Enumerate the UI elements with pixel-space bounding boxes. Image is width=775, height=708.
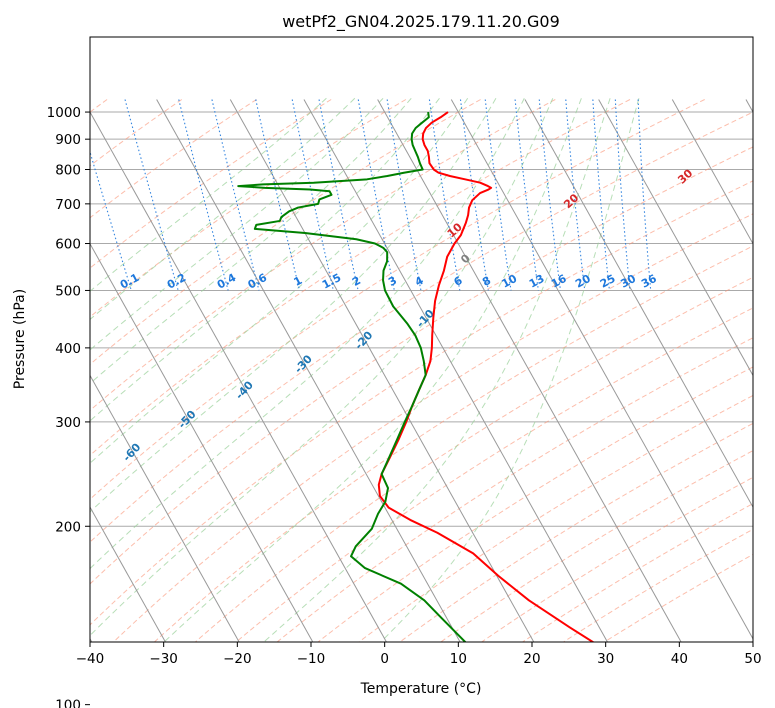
x-axis-ticks: −40 −30 −20 −10 0 10 20 30 40 50 [76, 642, 762, 667]
mixing-ratio-label: 30 [618, 272, 638, 291]
dry-adiabat-line [276, 337, 753, 642]
moist-adiabat-line [90, 97, 440, 422]
y-tick-label: 800 [55, 162, 81, 178]
mixing-ratio-labels: 0.1 0.2 0.4 0.6 1 1.5 2 3 4 6 8 10 13 16 20 25 30 36 [118, 271, 659, 292]
dry-adiabat-line [235, 307, 753, 642]
dry-adiabat-line [399, 422, 753, 642]
mixing-ratio-label: 25 [598, 272, 618, 291]
isotherm-line [229, 99, 535, 642]
x-tick-label: 30 [597, 651, 614, 667]
mixing-ratio-line [124, 99, 179, 291]
mixing-ratio-line [514, 99, 539, 291]
isotherm-line [450, 99, 753, 640]
x-tick-label: −10 [297, 651, 326, 667]
mixing-ratio-label: 10 [500, 272, 520, 291]
y-axis-label: Pressure (hPa) [12, 289, 28, 389]
mixing-ratio-label: 13 [527, 272, 547, 291]
isotherm-line [90, 506, 167, 642]
mixing-ratio-line [178, 99, 229, 291]
isotherm-line [90, 242, 314, 642]
x-tick-label: 50 [744, 651, 761, 667]
x-tick-label: 0 [380, 651, 389, 667]
x-tick-label: 20 [523, 651, 540, 667]
moist-adiabat-line [90, 97, 412, 385]
dry-adiabat-line [90, 99, 183, 167]
y-axis-ticks: 1000 900 800 700 600 500 400 300 200 100 [47, 105, 90, 708]
mixing-ratio-line [211, 99, 260, 291]
moist-adiabat-line [90, 98, 469, 464]
dry-adiabat-line [112, 213, 753, 642]
dry-adiabat-line [90, 99, 481, 365]
moist-adiabat-line [90, 98, 554, 637]
x-tick-label: −40 [76, 651, 105, 667]
moist-adiabat-line [90, 97, 356, 321]
isotherm-line [524, 99, 753, 509]
mixing-ratio-line [592, 99, 610, 291]
x-axis-label: Temperature (°C) [360, 681, 482, 697]
isotherm-line [598, 99, 753, 377]
dewpoint-profile [237, 111, 467, 642]
y-tick-label: 500 [55, 283, 81, 299]
y-tick-label: 100 [55, 698, 81, 708]
moist-adiabat-line [90, 98, 497, 513]
mixing-ratio-label: 20 [573, 272, 593, 291]
moist-adiabat-line [90, 98, 525, 570]
dry-adiabat-line [439, 450, 753, 642]
moist-adiabat-line [263, 98, 611, 642]
moist-adiabat-line [163, 98, 582, 642]
mixing-ratio-line [459, 99, 489, 291]
chart-title: wetPf2_GN04.2025.179.11.20.G09 [282, 12, 560, 32]
isotherm-line [156, 99, 461, 642]
y-tick-label: 200 [55, 519, 81, 535]
dry-adiabat-line [90, 99, 332, 269]
x-tick-label: −20 [223, 651, 252, 667]
mixing-ratio-line [484, 99, 512, 291]
y-tick-label: 600 [55, 237, 81, 253]
x-tick-label: 10 [450, 651, 467, 667]
dry-adiabat-line [90, 99, 257, 219]
y-tick-label: 400 [55, 341, 81, 357]
moist-adiabat-line [90, 97, 384, 351]
moist-adiabat-line [380, 98, 640, 642]
y-tick-label: 1000 [47, 105, 81, 121]
isotherm-line [303, 99, 609, 642]
isotherm-line [377, 99, 682, 642]
y-tick-label: 300 [55, 415, 81, 431]
mixing-ratio-line [565, 99, 586, 291]
sounding-profiles [237, 111, 595, 642]
isotherm-line [90, 111, 388, 642]
moist-adiabat-line [90, 97, 327, 292]
mixing-ratio-line [538, 99, 562, 291]
dry-adiabat-line [90, 111, 753, 543]
mixing-ratio-line [90, 150, 132, 291]
y-tick-label: 700 [55, 197, 81, 213]
x-tick-label: 40 [671, 651, 688, 667]
plot-frame [89, 36, 754, 643]
background-lines [90, 97, 753, 642]
mixing-ratio-label: 36 [639, 272, 659, 291]
isotherm-line [90, 374, 240, 642]
x-tick-label: −30 [149, 651, 178, 667]
mixing-ratio-label: 16 [549, 272, 569, 291]
mixing-ratio-line [255, 99, 301, 291]
y-tick-label: 900 [55, 132, 81, 148]
isotherm-line [671, 99, 753, 245]
temperature-profile [377, 111, 595, 642]
dry-adiabat-line [90, 99, 631, 457]
dry-adiabat-line [90, 99, 705, 500]
mixing-ratio-line [614, 99, 631, 291]
